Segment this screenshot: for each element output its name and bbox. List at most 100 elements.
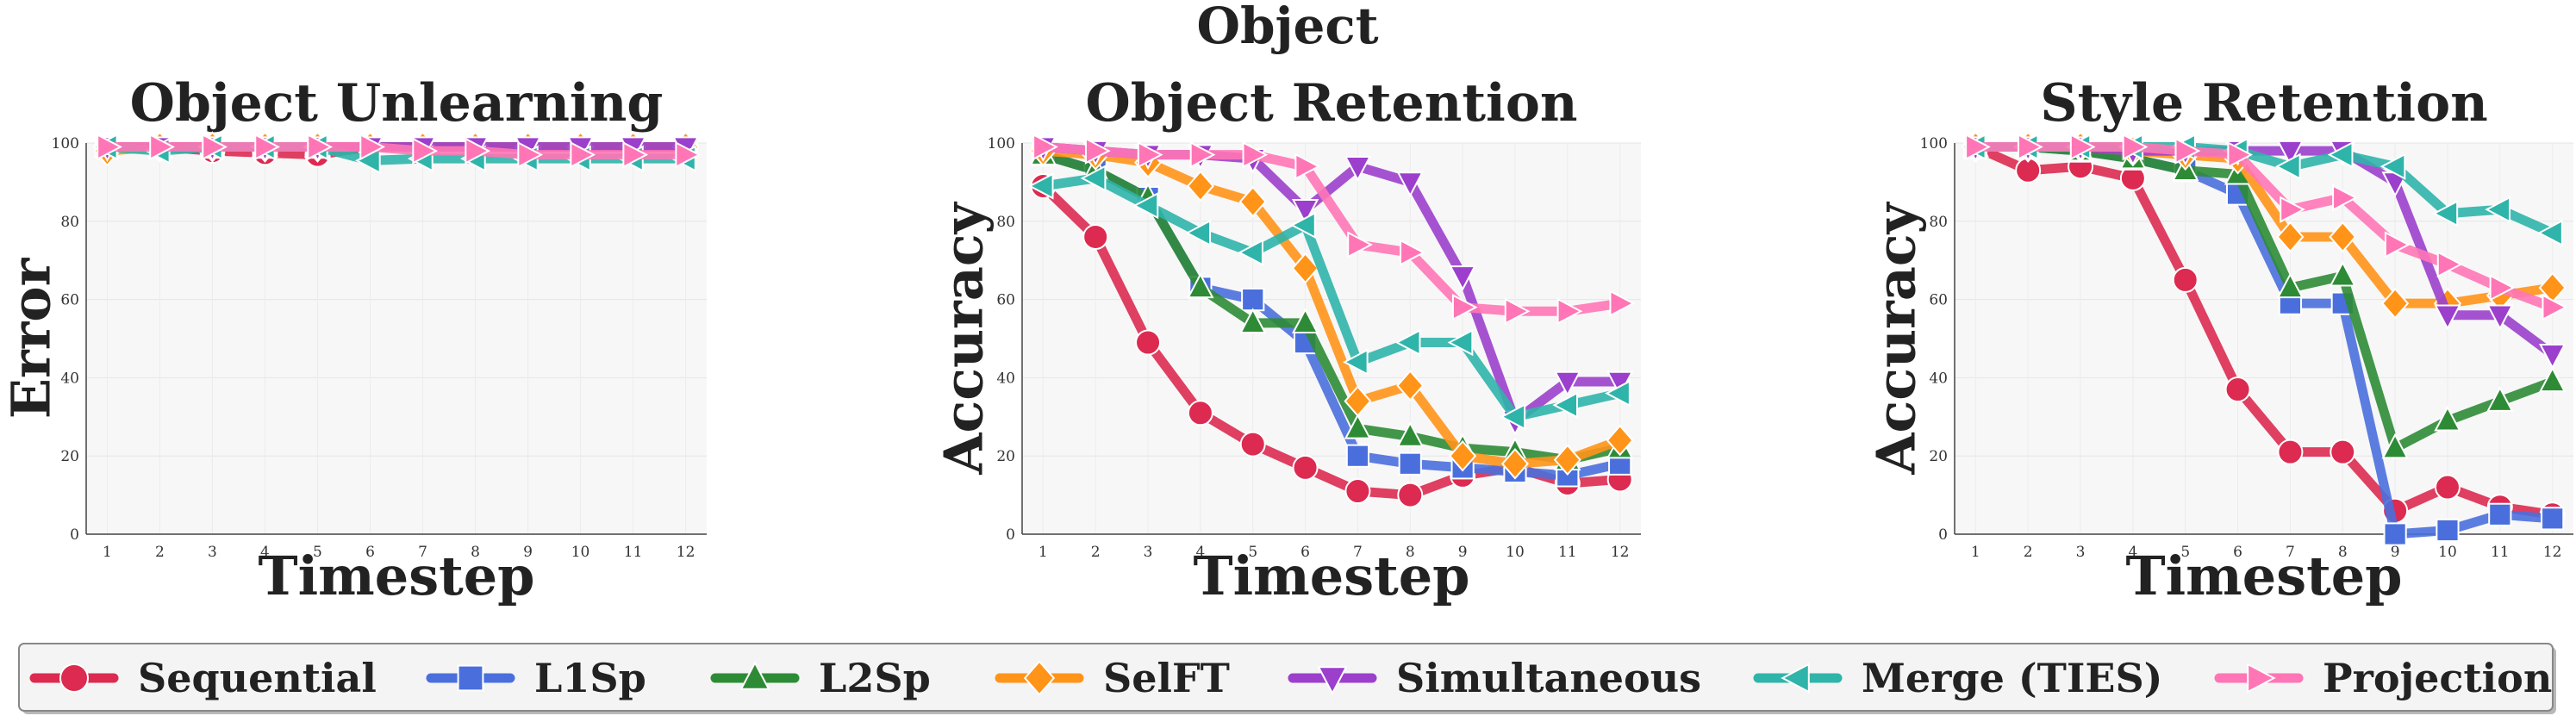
x-tick-label: 4 <box>260 544 270 561</box>
x-tick-label: 1 <box>103 544 112 561</box>
data-point <box>412 137 439 165</box>
data-point <box>1396 171 1424 197</box>
data-point <box>2381 433 2409 459</box>
data-point <box>1553 444 1581 476</box>
data-point <box>2384 231 2411 258</box>
data-point <box>1294 152 1321 180</box>
y-axis-label: Error <box>0 257 63 419</box>
x-tick-label: 1 <box>1039 544 1048 561</box>
data-point <box>1080 165 1107 192</box>
legend-label: Projection <box>2323 655 2552 701</box>
x-tick-label: 12 <box>677 544 695 561</box>
data-point <box>1500 447 1529 480</box>
data-point <box>2274 152 2301 180</box>
data-point <box>1965 133 1991 161</box>
legend-label: Merge (TIES) <box>1862 655 2162 701</box>
data-point <box>2122 133 2149 161</box>
data-point <box>622 140 649 169</box>
data-point <box>1239 431 1266 457</box>
x-tick-label: 6 <box>1300 544 1310 561</box>
data-point <box>1447 328 1474 357</box>
x-tick-label: 8 <box>2338 544 2348 561</box>
data-point <box>1451 294 1478 321</box>
data-point <box>2017 133 2043 161</box>
x-tick-label: 11 <box>2491 544 2510 561</box>
x-tick-label: 7 <box>2286 544 2295 561</box>
legend-marker <box>1023 660 1056 696</box>
x-axis-label: Timestep <box>258 545 534 607</box>
y-tick-label: 100 <box>52 135 79 152</box>
data-point <box>2486 304 2514 331</box>
data-point <box>517 140 544 169</box>
data-point <box>1238 239 1263 266</box>
data-point <box>1556 297 1583 325</box>
data-point <box>1344 478 1371 505</box>
y-tick-label: 20 <box>1929 448 1948 465</box>
legend-entry-projection: Projection <box>2214 655 2552 701</box>
data-point <box>1552 391 1579 419</box>
data-point <box>1500 403 1526 431</box>
y-tick-label: 80 <box>60 214 79 231</box>
x-tick-label: 12 <box>2543 544 2562 561</box>
data-point <box>149 133 175 161</box>
y-tick-label: 40 <box>60 370 79 387</box>
data-point <box>1609 289 1636 317</box>
data-point <box>2277 439 2304 465</box>
data-point <box>359 133 386 161</box>
data-point <box>2436 251 2463 278</box>
data-point <box>1347 231 1373 258</box>
x-tick-label: 5 <box>2180 544 2190 561</box>
data-point <box>1135 329 1162 356</box>
x-tick-label: 8 <box>1406 544 1415 561</box>
data-point <box>1084 137 1111 165</box>
data-point <box>1344 385 1372 417</box>
x-tick-label: 10 <box>2438 544 2457 561</box>
x-tick-label: 3 <box>1144 544 1153 561</box>
x-tick-label: 10 <box>571 544 590 561</box>
data-point <box>202 133 228 161</box>
figure-title: Object <box>1196 0 1378 55</box>
data-point <box>2436 518 2460 543</box>
chart-title: Object Retention <box>1086 73 1578 134</box>
data-point <box>1605 379 1631 408</box>
data-point <box>2329 260 2356 287</box>
data-point <box>2542 294 2568 321</box>
x-tick-label: 9 <box>523 544 533 561</box>
y-tick-label: 60 <box>996 292 1015 309</box>
legend-entry-simultaneous: Simultaneous <box>1288 655 1701 701</box>
data-point <box>1345 444 1370 468</box>
x-axis-label: Timestep <box>2125 545 2402 607</box>
legend-marker <box>457 664 484 692</box>
y-tick-label: 60 <box>1929 292 1948 309</box>
y-tick-label: 100 <box>988 135 1015 152</box>
legend-box <box>18 643 2554 712</box>
x-tick-label: 2 <box>1091 544 1101 561</box>
data-point <box>2486 386 2514 412</box>
data-point <box>2488 502 2512 526</box>
x-tick-label: 2 <box>2024 544 2033 561</box>
data-point <box>1396 420 1424 447</box>
x-tick-label: 10 <box>1506 544 1525 561</box>
data-point <box>2329 221 2357 253</box>
data-point <box>1239 308 1267 334</box>
x-tick-label: 3 <box>208 544 217 561</box>
data-point <box>1449 265 1476 291</box>
y-tick-label: 0 <box>1938 526 1948 544</box>
data-point <box>1344 156 1372 182</box>
y-axis-label: Accuracy <box>932 201 995 475</box>
data-point <box>2432 200 2459 227</box>
data-point <box>1241 288 1265 312</box>
x-tick-label: 7 <box>1353 544 1363 561</box>
data-point <box>1344 413 1372 439</box>
y-tick-label: 0 <box>1006 526 1015 544</box>
legend-marker <box>1781 663 1810 694</box>
data-point <box>1238 185 1267 218</box>
data-point <box>1132 191 1159 220</box>
x-tick-label: 9 <box>1458 544 1468 561</box>
data-point <box>465 137 491 165</box>
legend-label: SelFT <box>1103 655 1230 701</box>
data-point <box>1394 328 1421 357</box>
